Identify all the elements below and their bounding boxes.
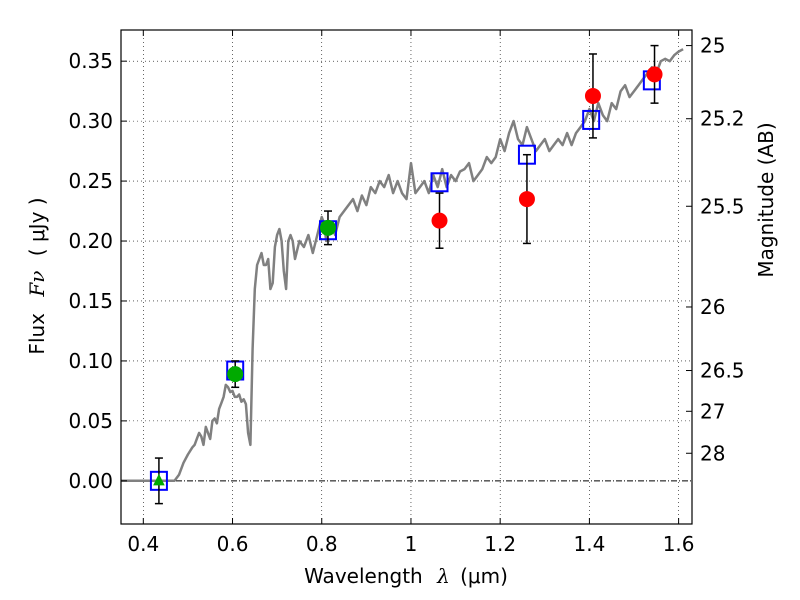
y-tick-label: 0.15 bbox=[68, 289, 113, 313]
x-tick-label: 0.8 bbox=[306, 532, 338, 556]
model-spectrum-line bbox=[121, 48, 684, 483]
magnitude-tick-label: 26 bbox=[700, 295, 725, 319]
magnitude-tick-label: 28 bbox=[700, 441, 725, 465]
y-tick-label: 0.10 bbox=[68, 349, 113, 373]
magnitude-tick-label: 25.5 bbox=[700, 194, 745, 218]
observed-circle-marker bbox=[518, 191, 535, 208]
observed-circle-marker bbox=[431, 212, 448, 229]
x-axis-title: Wavelength λ (μm) bbox=[304, 564, 508, 588]
magnitude-tick-label: 27 bbox=[700, 399, 725, 423]
y-tick-label: 0.05 bbox=[68, 409, 113, 433]
observed-circle-marker bbox=[319, 219, 336, 236]
grid bbox=[121, 30, 692, 524]
observed-circle-marker bbox=[227, 366, 244, 383]
y-tick-label: 0.20 bbox=[68, 229, 113, 253]
x-tick-label: 0.4 bbox=[127, 532, 159, 556]
x-tick-label: 1.6 bbox=[663, 532, 695, 556]
y-axis-title: Flux Fν ( μJy ) bbox=[25, 197, 49, 354]
model-photometry-square bbox=[582, 109, 601, 130]
observed-circle-marker bbox=[584, 87, 601, 104]
model-photometry-square bbox=[430, 172, 449, 193]
plot-frame bbox=[120, 29, 693, 525]
magnitude-tick-label: 26.5 bbox=[700, 359, 745, 383]
x-tick-label: 1.2 bbox=[484, 532, 516, 556]
y-tick-label: 0.00 bbox=[68, 469, 113, 493]
magnitude-tick-label: 25 bbox=[700, 34, 725, 58]
magnitude-tick-label: 25.2 bbox=[700, 107, 745, 131]
observed-circle-marker bbox=[646, 66, 663, 83]
y-tick-label: 0.25 bbox=[68, 169, 113, 193]
y-tick-label: 0.35 bbox=[68, 49, 113, 73]
x-tick-label: 1 bbox=[405, 532, 418, 556]
x-tick-label: 1.4 bbox=[573, 532, 605, 556]
data-points bbox=[149, 44, 663, 505]
y2-axis-title: Magnitude (AB) bbox=[754, 122, 778, 277]
y-tick-label: 0.30 bbox=[68, 109, 113, 133]
x-tick-label: 0.6 bbox=[217, 532, 249, 556]
observed-triangle-marker bbox=[153, 473, 165, 486]
axis-ticks: 0.4 0.6 0.8 1 1.2 1.4 1.6 0.00 0.05 0.10 0.15 0.20 0… bbox=[68, 30, 745, 556]
